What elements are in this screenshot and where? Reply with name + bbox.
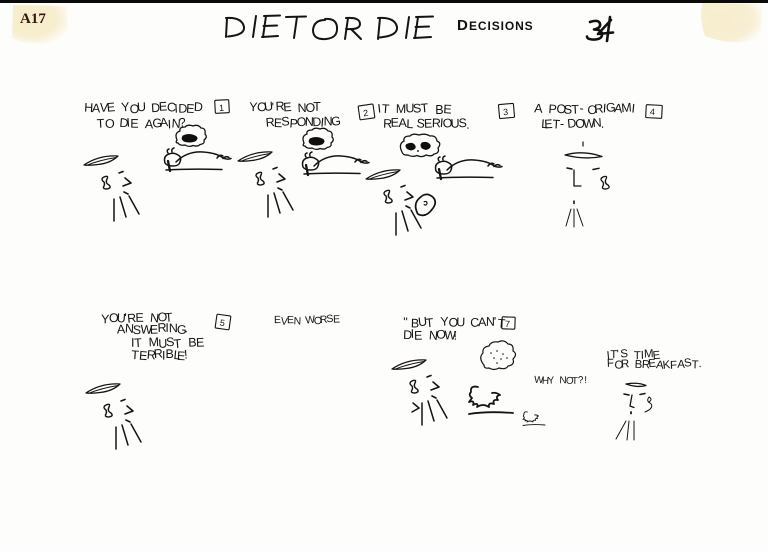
svg-text:1: 1 <box>219 103 225 113</box>
svg-text:ECISIONS: ECISIONS <box>469 19 534 33</box>
svg-text:7: 7 <box>505 319 510 329</box>
svg-text:D: D <box>457 17 468 34</box>
svg-text:LET-DOWN.: LET- DOWN. <box>541 116 606 132</box>
svg-text:4: 4 <box>650 107 656 117</box>
svg-text:ANSWERING.: ANSWERING. <box>117 321 189 338</box>
svg-text:A17: A17 <box>20 11 46 27</box>
svg-text:3: 3 <box>503 107 509 117</box>
